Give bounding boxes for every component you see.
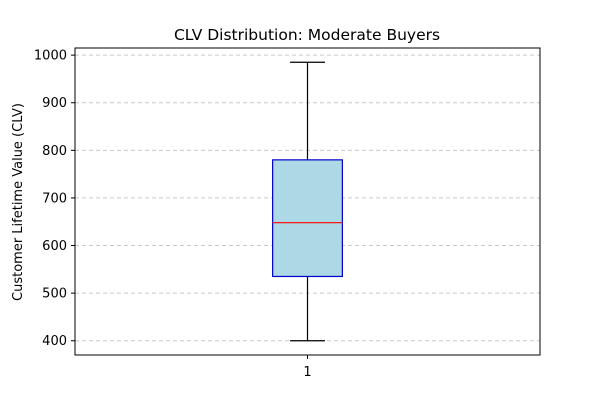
y-tick-label: 600	[42, 239, 67, 254]
y-tick-label: 800	[42, 144, 67, 159]
y-axis-ticks: 400 500 600 700 800 900 1000	[34, 49, 75, 349]
y-tick-label: 1000	[34, 49, 67, 64]
x-tick-label: 1	[303, 365, 311, 380]
y-tick-label: 900	[42, 96, 67, 111]
box-iqr	[272, 159, 343, 278]
chart-title: CLV Distribution: Moderate Buyers	[174, 26, 440, 44]
y-axis-label: Customer Lifetime Value (CLV)	[11, 103, 26, 301]
y-tick-label: 500	[42, 287, 67, 302]
y-tick-label: 400	[42, 334, 67, 349]
x-axis-ticks: 1	[303, 355, 312, 380]
y-tick-label: 700	[42, 191, 67, 206]
boxes	[272, 61, 343, 342]
